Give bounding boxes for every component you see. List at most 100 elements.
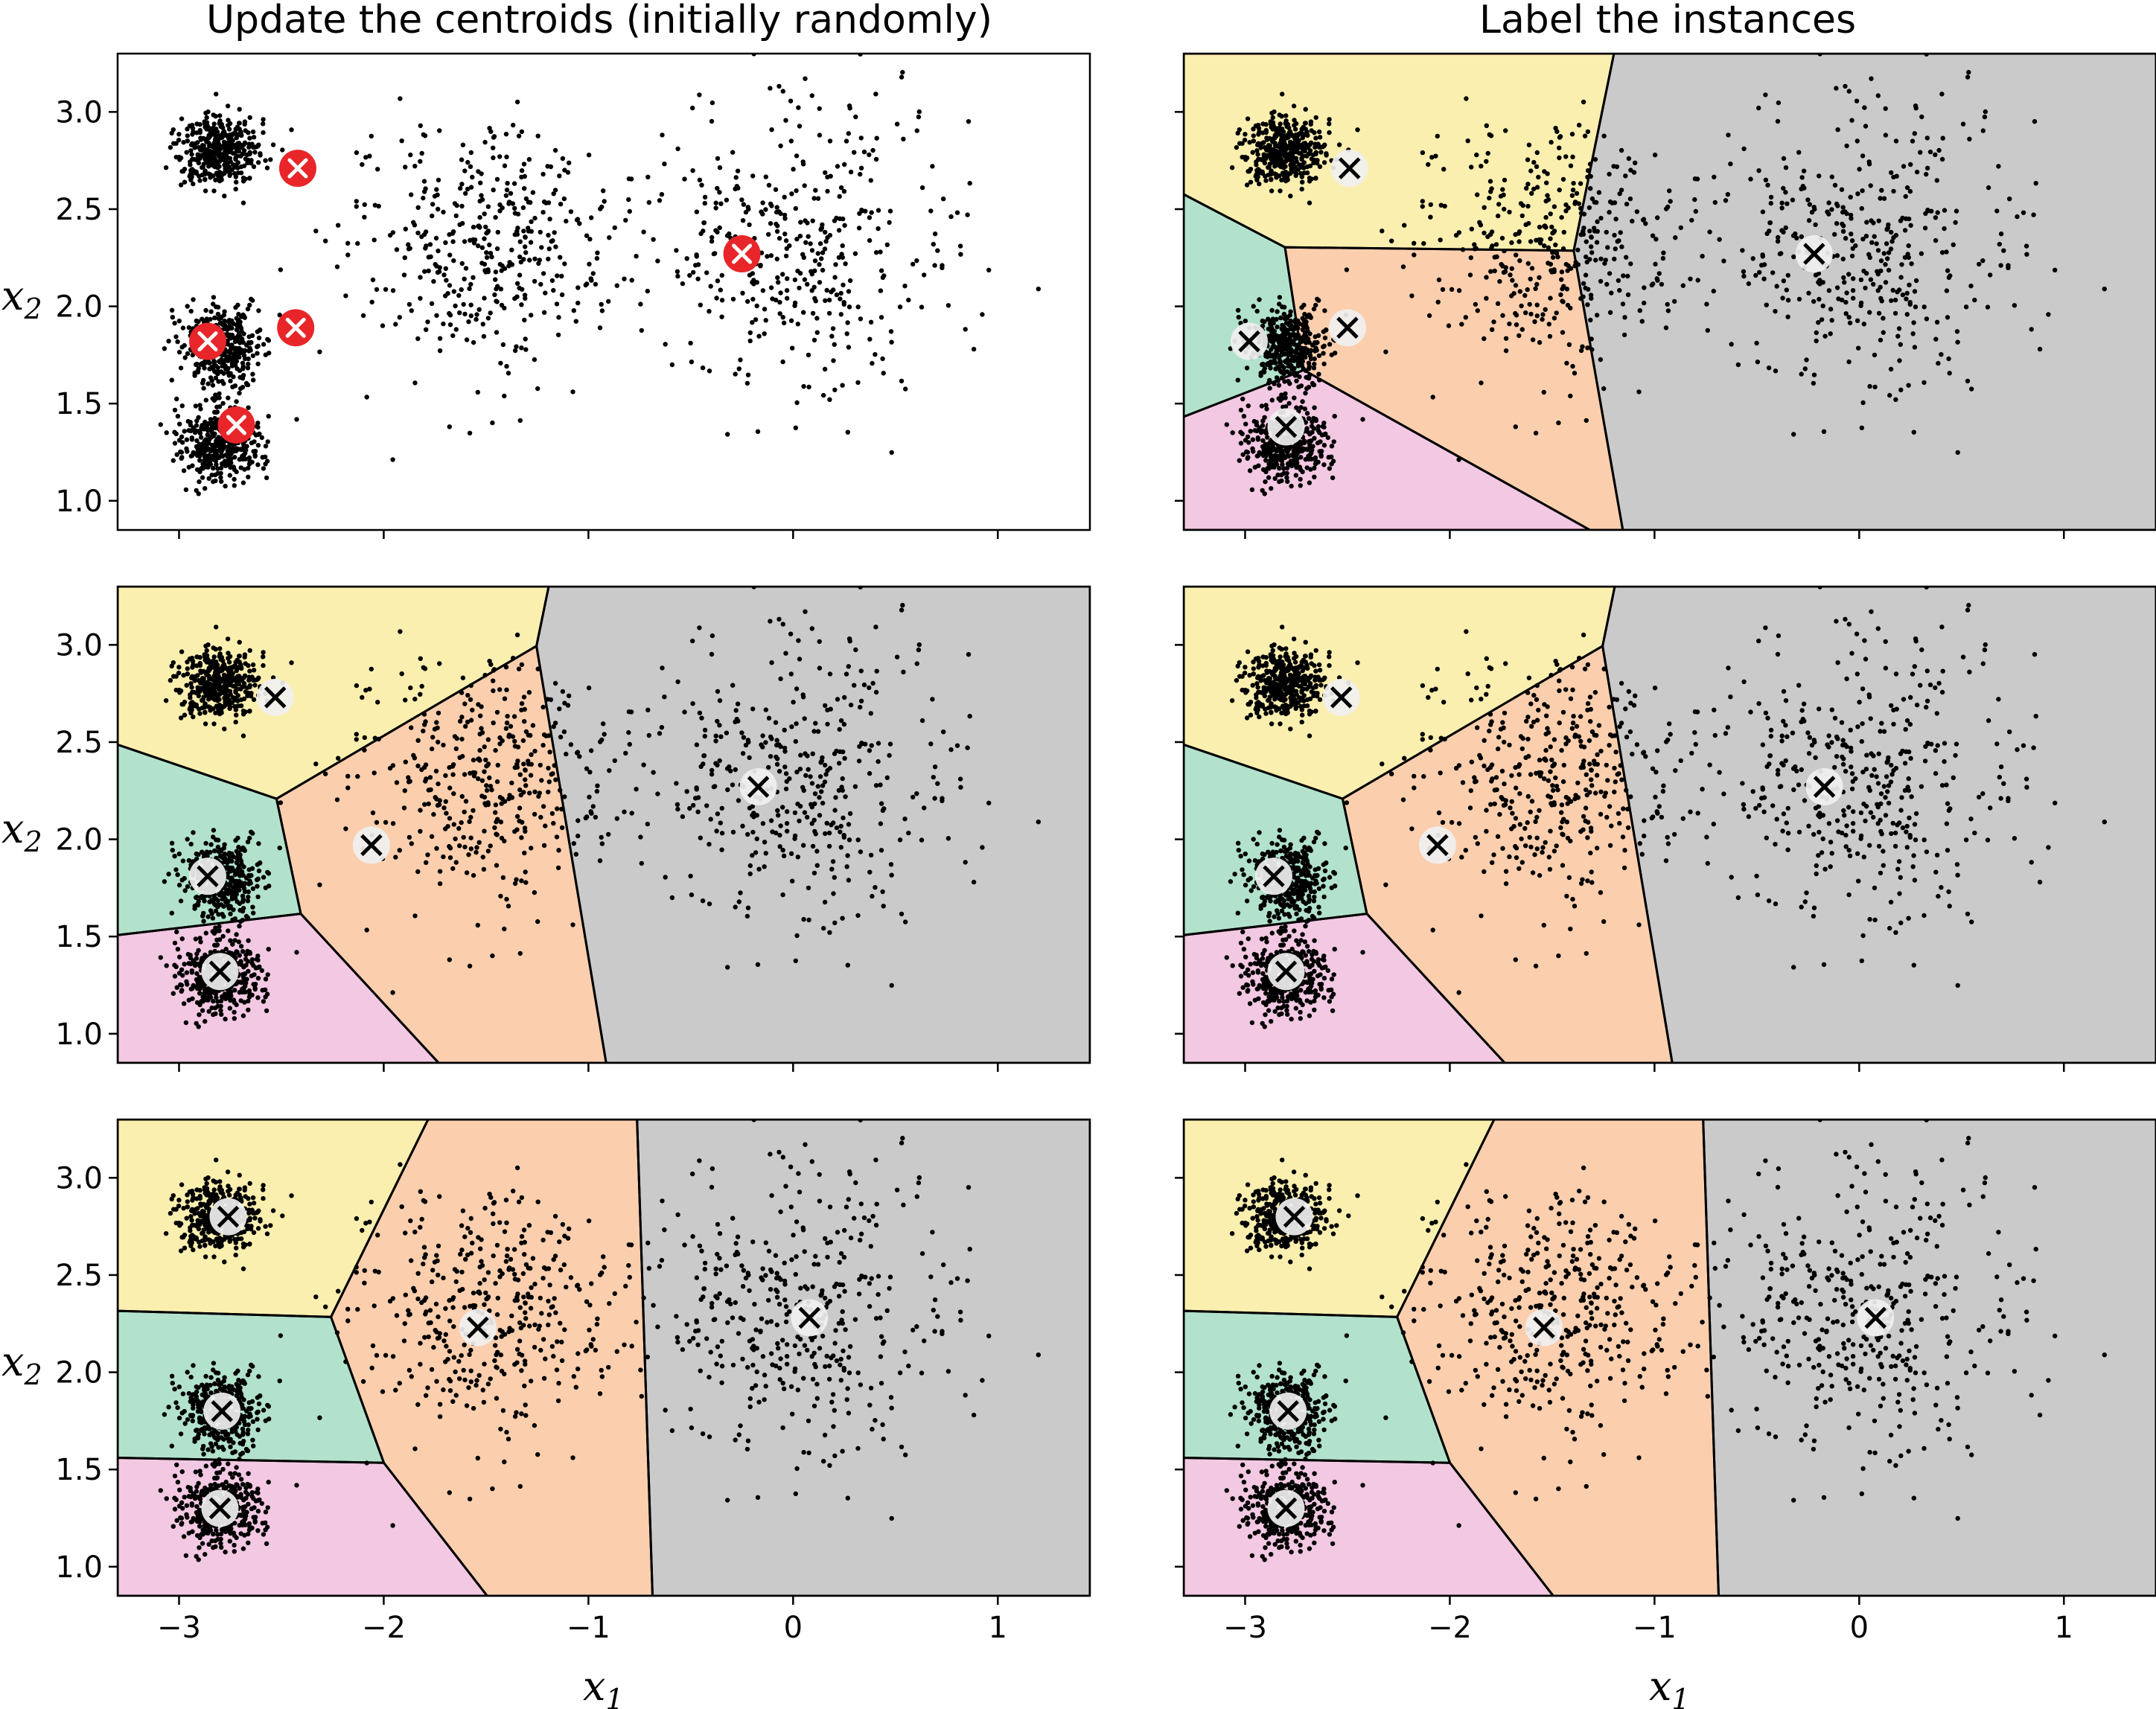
data-point <box>910 261 916 267</box>
data-point <box>1412 252 1417 258</box>
data-point <box>1791 432 1796 437</box>
data-point <box>211 676 217 682</box>
data-point <box>1271 352 1276 357</box>
data-point <box>704 270 709 275</box>
data-point <box>188 692 193 697</box>
data-point <box>930 164 935 169</box>
data-point <box>1583 418 1589 424</box>
data-point <box>211 188 217 194</box>
data-point <box>1925 208 1930 213</box>
data-point <box>481 333 487 339</box>
data-point <box>1484 275 1489 280</box>
data-point <box>1586 287 1591 292</box>
data-point <box>471 224 476 230</box>
data-point <box>252 453 258 458</box>
data-point <box>1939 156 1945 162</box>
data-point <box>205 360 211 365</box>
data-point <box>1822 333 1828 339</box>
data-point <box>848 169 854 175</box>
data-point <box>479 193 484 198</box>
data-point <box>810 310 816 316</box>
data-point <box>1402 223 1407 228</box>
data-point <box>454 202 459 208</box>
data-point <box>1293 121 1299 127</box>
data-point <box>1951 242 1956 247</box>
data-point <box>179 649 185 654</box>
data-point <box>261 650 266 655</box>
data-point <box>1469 164 1474 170</box>
data-point <box>806 352 811 358</box>
data-point <box>1631 170 1637 175</box>
data-point <box>763 207 768 212</box>
data-point <box>261 662 266 668</box>
data-point <box>463 266 469 271</box>
data-point <box>1503 265 1509 270</box>
data-point <box>493 269 499 275</box>
data-point <box>1245 456 1250 461</box>
data-point <box>1263 441 1269 447</box>
data-point <box>1947 371 1952 376</box>
data-point <box>768 253 774 258</box>
data-point <box>211 143 217 149</box>
data-point <box>1243 421 1248 427</box>
data-point <box>249 296 254 301</box>
data-point <box>532 256 538 261</box>
data-point <box>719 298 725 303</box>
data-point <box>257 860 263 866</box>
data-point <box>539 245 544 250</box>
data-point <box>1785 314 1790 319</box>
data-point <box>718 287 723 293</box>
data-point <box>1301 438 1307 444</box>
data-point <box>1327 466 1333 471</box>
data-point <box>1566 342 1572 348</box>
data-point <box>255 884 260 889</box>
data-point <box>355 240 360 246</box>
data-point <box>211 433 216 439</box>
data-point <box>822 366 828 372</box>
data-point <box>1551 229 1557 234</box>
data-point <box>196 852 201 857</box>
data-point <box>1278 121 1283 127</box>
data-point <box>506 263 511 269</box>
data-point <box>194 438 200 444</box>
data-point <box>958 252 963 257</box>
data-point <box>1878 337 1884 343</box>
data-point <box>1270 160 1276 165</box>
data-point <box>1588 186 1593 191</box>
data-point <box>503 132 509 137</box>
data-point <box>1278 315 1283 321</box>
data-point <box>1314 161 1320 166</box>
data-point <box>186 857 192 863</box>
data-point <box>1817 296 1822 302</box>
data-point <box>1262 365 1268 371</box>
data-point <box>736 366 741 371</box>
data-point <box>832 275 838 280</box>
data-point <box>362 202 367 208</box>
data-point <box>1875 288 1881 293</box>
data-point <box>519 345 524 351</box>
data-point <box>237 106 242 112</box>
data-point <box>1528 276 1533 281</box>
data-point <box>1289 152 1295 157</box>
data-point <box>502 163 508 168</box>
data-point <box>1578 205 1583 211</box>
data-point <box>232 339 238 345</box>
data-point <box>817 262 822 267</box>
data-point <box>853 114 858 120</box>
data-point <box>834 292 840 298</box>
data-point <box>1900 215 1905 221</box>
data-point <box>1907 216 1912 222</box>
data-point <box>459 157 465 162</box>
data-point <box>919 185 925 191</box>
data-point <box>1292 147 1298 153</box>
data-point <box>1589 250 1595 255</box>
data-point <box>1858 303 1863 308</box>
data-point <box>1525 287 1530 293</box>
data-point <box>811 196 817 201</box>
data-point <box>194 663 200 668</box>
data-point <box>546 200 552 205</box>
data-point <box>520 287 525 292</box>
data-point <box>230 442 235 447</box>
data-point <box>1540 312 1546 317</box>
data-point <box>170 458 176 463</box>
